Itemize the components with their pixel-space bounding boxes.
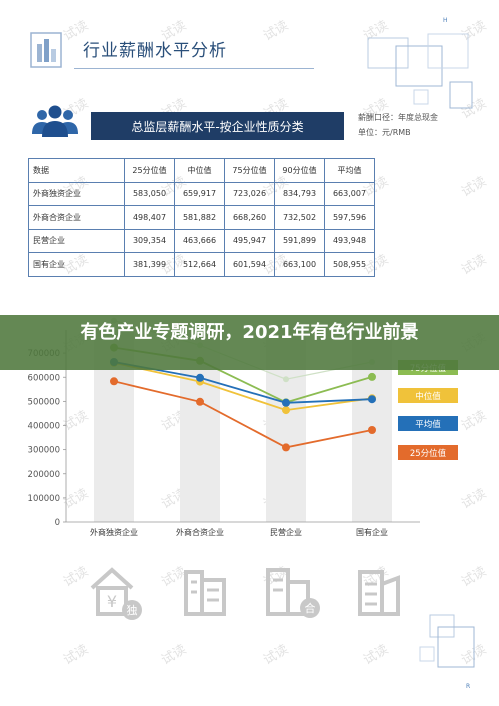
watermark-text: 试读 (458, 252, 490, 279)
table-cell: 512,664 (174, 252, 225, 277)
y-tick-label: 400000 (28, 422, 60, 432)
data-point (368, 426, 376, 434)
legend-label: 中位值 (415, 391, 441, 402)
column-header: 平均值 (324, 158, 375, 183)
watermark-text: 试读 (458, 174, 490, 201)
table-cell: 498,407 (124, 205, 175, 230)
table-cell: 463,666 (174, 228, 225, 253)
table-row: 民营企业 309,354 463,666 495,947 591,899 493,948 (28, 228, 375, 253)
table-row: 外商合资企业 498,407 581,882 668,260 732,502 597,59… (28, 205, 375, 230)
decorative-squares-icon (367, 33, 473, 109)
watermark-text: 试读 (260, 642, 292, 669)
y-tick-label: 0 (55, 518, 60, 528)
people-group-icon (32, 105, 78, 137)
row-label: 国有企业 (28, 252, 125, 277)
series-line (113, 380, 373, 449)
data-point (196, 397, 204, 406)
corner-mark-bottom: R (466, 683, 471, 690)
row-label: 外商合资企业 (28, 205, 125, 230)
data-point (283, 376, 289, 383)
joint-venture-building-icon (184, 570, 226, 616)
y-tick-label: 300000 (28, 446, 60, 456)
report-document-icon (30, 32, 62, 68)
y-tick-label: 200000 (28, 470, 60, 480)
title-banner: 有色产业专题调研，2021年有色行业前景 (0, 315, 499, 370)
unit-note: 单位：元/RMB (358, 128, 411, 137)
table-cell: 508,955 (324, 252, 375, 277)
data-point (282, 443, 290, 452)
table-title: 总监层薪酬水平-按企业性质分类 (131, 120, 304, 134)
y-tick-label: 100000 (28, 494, 60, 504)
table-cell: 668,260 (224, 205, 275, 230)
watermark-text: 试读 (260, 18, 292, 45)
table-cell: 591,899 (274, 228, 325, 253)
column-header: 90分位值 (274, 158, 325, 183)
watermark-text: 试读 (458, 564, 490, 591)
x-tick-label: 外商合资企业 (176, 527, 224, 537)
row-label: 外商独资企业 (28, 181, 125, 206)
state-owned-building-icon (358, 570, 400, 616)
table-cell: 381,399 (124, 252, 175, 277)
page-title: 行业薪酬水平分析 (83, 41, 227, 61)
sole-label: 独 (127, 604, 138, 617)
table-cell: 663,100 (274, 252, 325, 277)
table-cell: 834,793 (274, 181, 325, 206)
table-row: 国有企业 381,399 512,664 601,594 663,100 508,955 (28, 252, 375, 277)
row-label: 民营企业 (28, 228, 125, 253)
table-header-row: 数据 25分位值 中位值 75分位值 90分位值 平均值 (28, 158, 375, 183)
watermark-text: 试读 (360, 642, 392, 669)
data-point (282, 406, 290, 415)
watermark-text: 试读 (158, 642, 190, 669)
series-line (113, 361, 373, 412)
title-underline (74, 68, 314, 69)
data-point (196, 373, 204, 382)
x-tick-label: 民营企业 (270, 527, 302, 537)
table-cell: 601,594 (224, 252, 275, 277)
private-enterprise-building-icon: 合 (266, 568, 320, 618)
table-cell: 732,502 (274, 205, 325, 230)
table-cell: 495,947 (224, 228, 275, 253)
data-point (368, 372, 376, 381)
column-header: 75分位值 (224, 158, 275, 183)
table-cell: 581,882 (174, 205, 225, 230)
legend-label: 25分位值 (410, 448, 447, 459)
table-cell: 493,948 (324, 228, 375, 253)
data-point (368, 395, 376, 404)
table-cell: 659,917 (174, 181, 225, 206)
legend-swatch (398, 445, 458, 460)
data-point (282, 398, 290, 407)
table-cell: 597,596 (324, 205, 375, 230)
salary-table: 数据 25分位值 中位值 75分位值 90分位值 平均值 外商独资企业 583,050 659,… (28, 158, 375, 277)
table-cell: 309,354 (124, 228, 175, 253)
column-header: 中位值 (174, 158, 225, 183)
column-header: 数据 (28, 158, 125, 183)
x-tick-label: 国有企业 (356, 527, 388, 537)
legend-label: 平均值 (415, 419, 441, 430)
table-cell: 723,026 (224, 181, 275, 206)
legend-swatch (398, 388, 458, 403)
decorative-bottom-squares-icon (419, 614, 475, 668)
data-point (110, 377, 118, 386)
yuan-symbol: ¥ (107, 592, 117, 611)
foreign-owned-building-icon: ¥ 独 (90, 567, 142, 620)
salary-basis-note: 薪酬口径：年度总现金 (358, 113, 438, 122)
legend-swatch (398, 416, 458, 431)
table-cell: 583,050 (124, 181, 175, 206)
watermark-text: 试读 (60, 642, 92, 669)
joint-label: 合 (305, 601, 316, 615)
banner-title: 有色产业专题调研，2021年有色行业前景 (80, 322, 419, 343)
table-row: 外商独资企业 583,050 659,917 723,026 834,793 663,00… (28, 181, 375, 206)
x-tick-label: 外商独资企业 (90, 527, 138, 537)
y-tick-label: 600000 (28, 373, 60, 383)
column-header: 25分位值 (124, 158, 175, 183)
corner-mark-top: H (443, 17, 448, 24)
table-cell: 663,007 (324, 181, 375, 206)
y-tick-label: 500000 (28, 397, 60, 407)
table-title-band: 总监层薪酬水平-按企业性质分类 (91, 112, 344, 140)
